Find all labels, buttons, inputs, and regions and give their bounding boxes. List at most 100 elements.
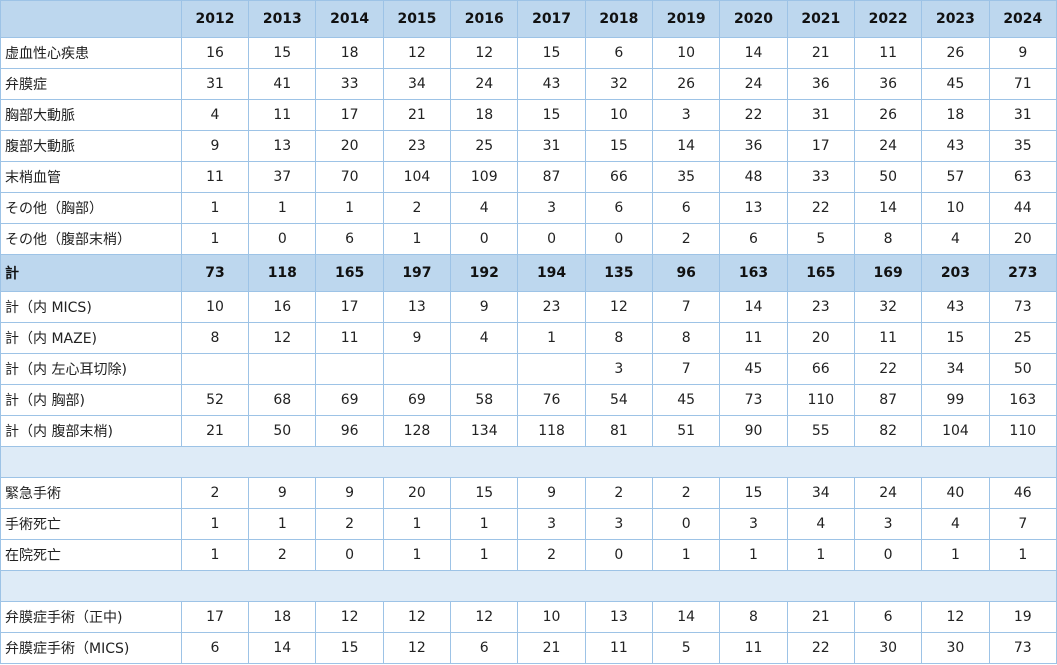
subtotal-row: 計（内 腹部末梢) 21 50 96 128 134 118 81 51 90 55 82 104 110 xyxy=(0,415,1057,447)
table-cell: 203 xyxy=(921,254,990,292)
table-cell: 169 xyxy=(853,254,923,292)
table-cell: 4 xyxy=(450,192,519,224)
table-cell: 14 xyxy=(652,130,721,162)
table-cell: 17 xyxy=(315,291,384,323)
table-cell: 15 xyxy=(517,37,586,69)
table-cell: 3 xyxy=(719,508,788,540)
table-cell xyxy=(450,353,519,385)
table-cell: 194 xyxy=(517,254,586,292)
year-header-2022: 2022 xyxy=(853,0,923,38)
table-cell: 197 xyxy=(382,254,452,292)
table-cell: 66 xyxy=(786,353,855,385)
year-header-2023: 2023 xyxy=(921,0,990,38)
table-cell: 3 xyxy=(652,99,721,131)
table-cell: 2 xyxy=(517,539,586,571)
table-cell: 1 xyxy=(180,539,250,571)
table-cell: 11 xyxy=(719,632,788,664)
table-cell: 30 xyxy=(853,632,923,664)
table-cell: 109 xyxy=(450,161,519,193)
table-cell: 70 xyxy=(315,161,384,193)
subtotal-row: 計（内 MAZE) 8 12 11 9 4 1 8 8 11 20 11 15 25 xyxy=(0,322,1057,354)
table-cell: 1 xyxy=(248,192,317,224)
category-row: その他（腹部末梢） 1 0 6 1 0 0 0 2 6 5 8 4 20 xyxy=(0,223,1057,255)
table-cell: 6 xyxy=(719,223,788,255)
table-cell: 96 xyxy=(652,254,721,292)
table-cell: 10 xyxy=(517,601,586,633)
table-cell: 12 xyxy=(382,37,452,69)
table-cell: 16 xyxy=(248,291,317,323)
table-cell: 12 xyxy=(921,601,990,633)
table-cell: 31 xyxy=(517,130,586,162)
subtotal-row: 計（内 MICS) 10 16 17 13 9 23 12 7 14 23 32 43 73 xyxy=(0,291,1057,323)
table-cell: 18 xyxy=(921,99,990,131)
table-cell: 165 xyxy=(786,254,855,292)
row-label: 弁膜症 xyxy=(0,68,182,100)
table-cell: 1 xyxy=(652,539,721,571)
table-cell: 1 xyxy=(180,223,250,255)
table-cell: 36 xyxy=(719,130,788,162)
table-cell: 1 xyxy=(180,508,250,540)
table-cell: 33 xyxy=(786,161,855,193)
table-cell: 18 xyxy=(315,37,384,69)
table-cell: 3 xyxy=(584,353,654,385)
table-cell: 73 xyxy=(988,291,1057,323)
table-cell: 17 xyxy=(786,130,855,162)
table-cell: 15 xyxy=(584,130,654,162)
table-cell: 0 xyxy=(584,539,654,571)
table-cell: 31 xyxy=(988,99,1057,131)
table-cell: 73 xyxy=(988,632,1057,664)
table-cell: 4 xyxy=(921,508,990,540)
table-cell: 192 xyxy=(450,254,519,292)
table-cell: 36 xyxy=(786,68,855,100)
row-label: 弁膜症手術（正中) xyxy=(0,601,182,633)
table-cell xyxy=(180,353,250,385)
year-header-2018: 2018 xyxy=(584,0,654,38)
table-cell: 11 xyxy=(315,322,384,354)
table-cell: 9 xyxy=(315,477,384,509)
table-cell: 0 xyxy=(652,508,721,540)
table-cell: 43 xyxy=(921,130,990,162)
table-cell: 163 xyxy=(988,384,1057,416)
table-cell: 23 xyxy=(517,291,586,323)
table-cell: 13 xyxy=(719,192,788,224)
table-cell: 13 xyxy=(382,291,452,323)
table-cell: 21 xyxy=(382,99,452,131)
year-header-2013: 2013 xyxy=(248,0,317,38)
table-cell: 57 xyxy=(921,161,990,193)
row-label: その他（腹部末梢） xyxy=(0,223,182,255)
row-label: 計（内 MAZE) xyxy=(0,322,182,354)
table-cell: 3 xyxy=(517,508,586,540)
category-row: その他（胸部） 1 1 1 2 4 3 6 6 13 22 14 10 44 xyxy=(0,192,1057,224)
table-cell: 26 xyxy=(853,99,923,131)
table-cell: 1 xyxy=(382,508,452,540)
table-cell: 104 xyxy=(382,161,452,193)
table-cell: 3 xyxy=(517,192,586,224)
table-cell: 87 xyxy=(853,384,923,416)
table-cell: 8 xyxy=(180,322,250,354)
table-cell: 81 xyxy=(584,415,654,447)
table-cell: 96 xyxy=(315,415,384,447)
year-header-2020: 2020 xyxy=(719,0,788,38)
table-cell: 10 xyxy=(921,192,990,224)
table-cell: 8 xyxy=(584,322,654,354)
table-cell: 63 xyxy=(988,161,1057,193)
table-cell: 14 xyxy=(719,291,788,323)
table-cell: 66 xyxy=(584,161,654,193)
table-cell: 5 xyxy=(652,632,721,664)
table-cell: 24 xyxy=(853,477,923,509)
table-cell: 12 xyxy=(382,601,452,633)
table-cell: 3 xyxy=(584,508,654,540)
table-cell: 12 xyxy=(315,601,384,633)
table-cell: 13 xyxy=(248,130,317,162)
table-cell: 1 xyxy=(382,223,452,255)
table-cell: 73 xyxy=(719,384,788,416)
table-cell: 33 xyxy=(315,68,384,100)
table-cell: 55 xyxy=(786,415,855,447)
row-label: 計 xyxy=(0,254,182,292)
table-cell: 34 xyxy=(786,477,855,509)
row-label: その他（胸部） xyxy=(0,192,182,224)
row-label: 計（内 MICS) xyxy=(0,291,182,323)
row-label: 末梢血管 xyxy=(0,161,182,193)
table-cell: 26 xyxy=(921,37,990,69)
